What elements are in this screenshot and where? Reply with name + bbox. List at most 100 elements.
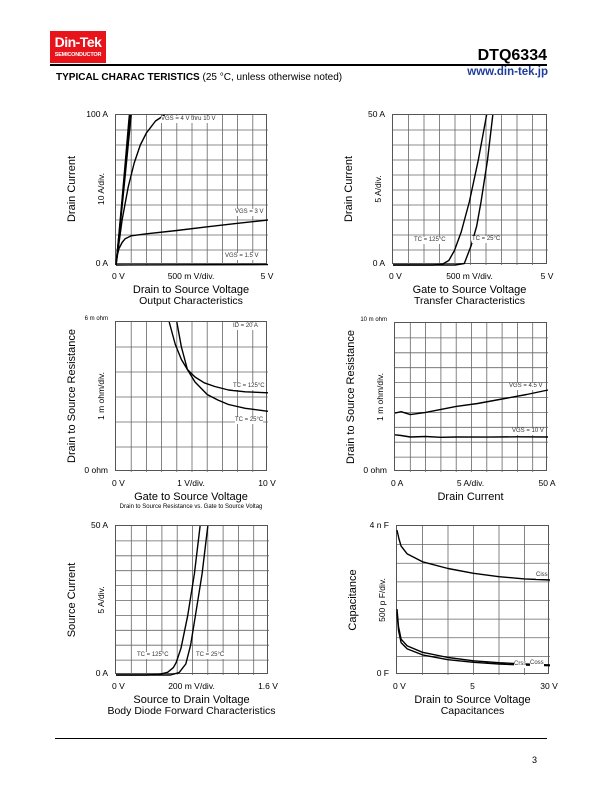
chart-title: Drain to Source Resistance vs. Gate to S… (119, 504, 263, 510)
series-line-vgs-10-v (394, 434, 549, 439)
output-characteristics-chart (115, 114, 269, 266)
y-axis-max-label: 6 m ohm (84, 316, 108, 322)
x-axis-max-label: 5 V (260, 271, 274, 281)
x-axis-scale-label: 200 m V/div. (168, 681, 215, 691)
x-axis-scale-label: 5 (470, 681, 475, 691)
y-axis-min-label: 0 A (95, 668, 108, 678)
series-line-tc-125-c (168, 321, 269, 394)
y-axis-max-label: 50 A (367, 109, 385, 119)
series-label: VGS = 4 V thru 10 V (161, 116, 216, 123)
logo-text: Din-Tek (54, 34, 102, 50)
series-line-tc-25-c (176, 321, 269, 412)
x-axis-min-label: 0 V (389, 271, 402, 281)
plot-area (394, 323, 549, 472)
y-axis-max-label: 50 A (90, 520, 108, 530)
y-axis-scale-label: 5 A/div. (373, 175, 383, 203)
plot-area (396, 526, 551, 675)
section-heading: TYPICAL CHARAC TERISTICS (25 °C, unless … (56, 72, 342, 83)
y-axis-scale-label: 5 A/div. (96, 585, 106, 614)
rds-vs-vgs-chart (115, 321, 269, 472)
series-label: VGS = 3 V (235, 209, 264, 216)
x-axis-scale-label: 1 V/div. (177, 478, 205, 488)
website-link[interactable]: www.din-tek.jp (467, 66, 548, 78)
plot-area (115, 114, 269, 266)
x-axis-title: Drain to Source Voltage (132, 284, 250, 296)
transfer-characteristics-chart (392, 114, 548, 266)
y-axis-min-label: 0 A (95, 258, 108, 268)
series-line-ciss (396, 529, 551, 581)
series-label: VGS = 4.5 V (509, 383, 543, 390)
series-label: VGS = 1.5 V (225, 253, 259, 260)
y-axis-title: Source Current (66, 562, 78, 637)
x-axis-min-label: 0 V (112, 681, 125, 691)
series-line-vgs-3-v (115, 219, 269, 266)
series-label: TC = 125°C (233, 383, 265, 390)
plot-area (116, 525, 269, 676)
y-axis-min-label: 0 F (376, 668, 389, 678)
series-label: VGS = 10 V (512, 428, 544, 435)
x-axis-min-label: 0 V (112, 478, 125, 488)
series-label: TC = 25°C (235, 417, 264, 424)
x-axis-title: Source to Drain Voltage (133, 694, 250, 706)
x-axis-max-label: 10 V (258, 478, 276, 488)
plot-area (393, 114, 548, 266)
y-axis-title: Drain to Source Resistance (345, 329, 357, 464)
series-label: TC = 25°C (196, 652, 225, 659)
din-tek-logo: Din-Tek SEMICONDUCTOR (50, 31, 106, 63)
x-axis-scale-label: 5 A/div. (456, 478, 485, 488)
body-diode-chart (115, 525, 269, 676)
y-axis-scale-label: 500 p F/div. (377, 577, 387, 622)
y-axis-min-label: 0 A (372, 258, 385, 268)
logo-subtext: SEMICONDUCTOR (54, 52, 102, 58)
chart-title: Output Characteristics (139, 295, 243, 307)
x-axis-scale-label: 500 m V/div. (167, 271, 215, 281)
capacitance-chart (396, 525, 551, 675)
series-line-coss (396, 609, 551, 666)
y-axis-max-label: 100 A (86, 109, 108, 119)
header-divider (50, 64, 547, 66)
series-line-curve-2 (115, 114, 132, 266)
series-label: Crss (514, 661, 527, 668)
x-axis-scale-label: 500 m V/div. (446, 271, 493, 281)
chart-annotation: ID = 20 A (233, 323, 258, 330)
chart-title: Capacitances (440, 705, 505, 717)
series-line-tc-25-c (393, 114, 494, 266)
part-number: DTQ6334 (477, 47, 547, 64)
chart-title: Body Diode Forward Characteristics (107, 705, 276, 717)
y-axis-max-label: 4 n F (369, 520, 389, 530)
series-label: Ciss (536, 572, 548, 579)
x-axis-max-label: 30 V (540, 681, 558, 691)
x-axis-min-label: 0 A (391, 478, 404, 488)
footer-divider (55, 738, 547, 739)
series-line-vgs-4-5-v (394, 389, 549, 416)
chart-title: Transfer Characteristics (413, 295, 526, 307)
x-axis-title: Gate to Source Voltage (412, 284, 527, 296)
rds-vs-id-chart (394, 322, 549, 472)
x-axis-min-label: 0 V (393, 681, 406, 691)
y-axis-scale-label: 1 m ohm/div. (96, 371, 106, 421)
series-label: Coss (530, 660, 544, 667)
series-line-tc-25-c (116, 525, 209, 676)
x-axis-max-label: 5 V (540, 271, 554, 281)
x-axis-title: Gate to Source Voltage (134, 491, 248, 503)
y-axis-max-label: 10 m ohm (360, 317, 387, 323)
series-label: TC = 25°C (472, 236, 501, 243)
x-axis-max-label: 50 A (538, 478, 556, 488)
y-axis-min-label: 0 ohm (363, 465, 387, 475)
page-number: 3 (532, 755, 538, 765)
y-axis-scale-label: 10 A/div. (96, 173, 106, 205)
x-axis-title: Drain Current (437, 491, 504, 503)
y-axis-title: Drain to Source Resistance (66, 329, 78, 463)
series-label: TC = 125°C (137, 652, 169, 659)
y-axis-scale-label: 1 m ohm/div. (375, 372, 385, 421)
x-axis-max-label: 1.6 V (258, 681, 278, 691)
heading-note: (25 °C, unless otherwise noted) (202, 72, 343, 83)
x-axis-title: Drain to Source Voltage (414, 694, 531, 706)
y-axis-min-label: 0 ohm (84, 465, 108, 475)
plot-area (116, 321, 269, 472)
series-line-curve-3 (115, 114, 165, 266)
x-axis-min-label: 0 V (112, 271, 125, 281)
heading-title: TYPICAL CHARAC TERISTICS (56, 72, 200, 83)
series-label: TC = 125°C (414, 237, 446, 244)
y-axis-title: Capacitance (347, 568, 359, 631)
